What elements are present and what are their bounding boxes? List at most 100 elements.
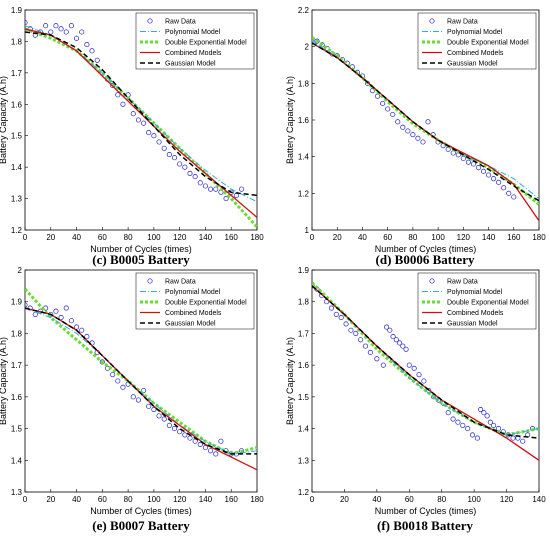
gaussian-line bbox=[25, 31, 257, 197]
raw-data-point bbox=[380, 100, 386, 107]
raw-data-point bbox=[208, 186, 214, 192]
y-tick-label: 1.9 bbox=[298, 266, 310, 275]
chart-panel-2: 0 20 40 60 80 100 120 140 160 180 1.3 1.4 1.5 1.6 1.7 1… bbox=[0, 266, 264, 533]
x-tick-label: 100 bbox=[467, 495, 481, 504]
raw-data-point bbox=[380, 362, 386, 368]
raw-data-point bbox=[520, 438, 526, 444]
raw-data-point bbox=[400, 343, 406, 349]
raw-data-point bbox=[130, 111, 136, 117]
raw-data-point bbox=[312, 283, 315, 289]
raw-data-point bbox=[171, 155, 178, 161]
raw-data-point bbox=[421, 378, 427, 384]
raw-data-point bbox=[450, 416, 456, 422]
raw-data-point bbox=[213, 451, 219, 457]
y-tick-label: 1.3 bbox=[11, 195, 23, 204]
raw-data-point bbox=[374, 356, 380, 362]
raw-data-point bbox=[400, 124, 406, 130]
raw-data-point bbox=[182, 432, 188, 438]
y-tick-label: 2 bbox=[18, 266, 23, 275]
y-tick-label: 1.5 bbox=[298, 393, 310, 402]
raw-data-point bbox=[94, 57, 100, 63]
x-tick-label: 20 bbox=[46, 495, 55, 504]
x-axis-label: Number of Cycles (times) bbox=[375, 506, 477, 516]
x-tick-label: 120 bbox=[500, 495, 514, 504]
raw-data-point bbox=[491, 176, 497, 182]
raw-data-point bbox=[415, 135, 421, 141]
raw-data-point bbox=[403, 346, 409, 352]
raw-data-point bbox=[156, 139, 162, 145]
raw-data-point bbox=[510, 435, 516, 441]
x-tick-label: 140 bbox=[532, 495, 546, 504]
legend-marker-raw bbox=[147, 278, 153, 284]
raw-data-point bbox=[487, 419, 493, 425]
raw-data-point bbox=[48, 29, 54, 35]
raw-data-point bbox=[343, 321, 349, 327]
raw-data-point bbox=[213, 186, 219, 192]
raw-data-point bbox=[411, 365, 417, 371]
data-layer bbox=[25, 20, 257, 228]
raw-data-point bbox=[192, 438, 198, 444]
raw-data-point bbox=[353, 330, 359, 336]
x-tick-label: 0 bbox=[23, 233, 28, 242]
raw-data-point bbox=[202, 183, 208, 189]
legend-entry: Raw Data bbox=[447, 279, 478, 286]
raw-data-point bbox=[348, 327, 354, 333]
raw-data-point bbox=[420, 139, 426, 145]
y-tick-label: 1.5 bbox=[11, 425, 23, 434]
raw-data-point bbox=[135, 397, 141, 403]
raw-data-point bbox=[187, 435, 193, 441]
raw-data-point bbox=[390, 111, 396, 118]
legend-entry: Combined Models bbox=[165, 310, 222, 317]
x-tick-label: 20 bbox=[46, 233, 55, 242]
raw-data-point bbox=[166, 422, 172, 428]
raw-data-point bbox=[395, 119, 401, 125]
raw-data-point bbox=[397, 340, 403, 346]
y-tick-label: 1.8 bbox=[298, 79, 310, 88]
x-tick-label: 60 bbox=[383, 233, 392, 242]
x-tick-label: 120 bbox=[173, 495, 187, 504]
legend-entry: Raw Data bbox=[165, 279, 196, 286]
raw-data-point bbox=[141, 120, 147, 126]
legend-entry: Double Exponential Model bbox=[447, 40, 529, 47]
raw-data-point bbox=[202, 445, 208, 451]
legend: Raw Data Polynomial Model Double Exponenti… bbox=[417, 12, 537, 70]
raw-data-point bbox=[478, 406, 484, 413]
y-axis-label: Battery Capacity (A.h) bbox=[285, 337, 295, 425]
raw-data-point bbox=[58, 26, 64, 32]
raw-data-point bbox=[333, 311, 339, 317]
raw-data-point bbox=[491, 422, 497, 428]
double-exponential-line bbox=[25, 27, 257, 228]
x-axis-label: Number of Cycles (times) bbox=[375, 244, 477, 254]
x-tick-label: 0 bbox=[310, 233, 315, 242]
x-tick-label: 40 bbox=[72, 233, 81, 242]
raw-data-point bbox=[79, 29, 85, 35]
y-tick-label: 2 bbox=[305, 43, 310, 52]
legend-entry: Gaussian Model bbox=[447, 61, 498, 68]
x-tick-label: 40 bbox=[72, 495, 81, 504]
x-tick-label: 140 bbox=[482, 233, 496, 242]
y-tick-label: 1.3 bbox=[298, 456, 310, 465]
raw-data-point bbox=[53, 308, 59, 314]
raw-data-point bbox=[387, 327, 393, 333]
y-tick-label: 1.6 bbox=[11, 100, 23, 109]
raw-data-point bbox=[410, 132, 416, 138]
x-tick-label: 160 bbox=[225, 495, 239, 504]
legend-entry: Polynomial Model bbox=[165, 29, 221, 36]
legend: Raw Data Polynomial Model Double Exponenti… bbox=[135, 12, 255, 70]
x-tick-label: 180 bbox=[250, 495, 264, 504]
raw-data-point bbox=[68, 318, 74, 324]
legend-entry: Double Exponential Model bbox=[165, 40, 247, 47]
raw-data-point bbox=[197, 180, 203, 186]
raw-data-point bbox=[385, 106, 391, 112]
raw-data-point bbox=[486, 172, 492, 178]
y-tick-label: 1.4 bbox=[298, 153, 310, 162]
raw-data-point bbox=[362, 343, 369, 349]
polynomial-line bbox=[312, 285, 539, 436]
x-tick-label: 80 bbox=[124, 495, 133, 504]
raw-data-point bbox=[146, 403, 152, 409]
raw-data-point bbox=[120, 384, 126, 390]
raw-data-point bbox=[151, 406, 157, 413]
raw-data-point bbox=[156, 413, 162, 419]
y-tick-label: 1.8 bbox=[11, 37, 23, 46]
legend-entry: Polynomial Model bbox=[447, 289, 503, 296]
